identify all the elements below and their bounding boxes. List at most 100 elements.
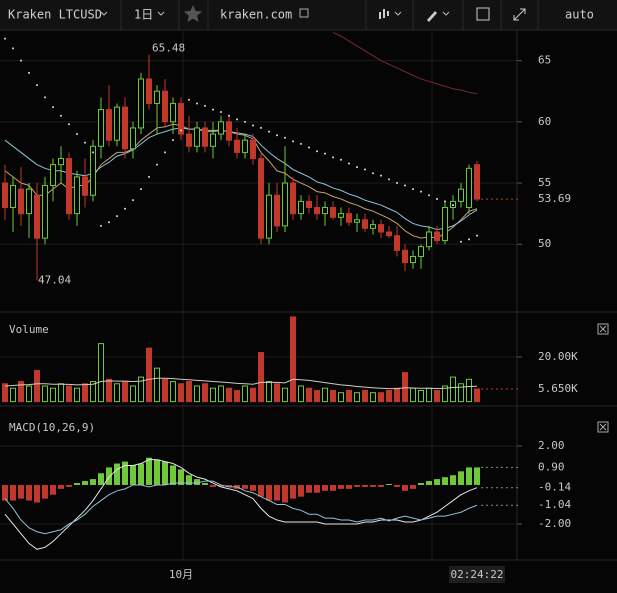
volume-bar bbox=[82, 383, 88, 403]
candle-body bbox=[146, 78, 152, 104]
histogram-bar bbox=[290, 484, 296, 499]
candle-body bbox=[66, 158, 72, 215]
symbol-selector[interactable]: Kraken LTCUSD bbox=[8, 8, 102, 22]
histogram-bar bbox=[322, 484, 328, 491]
histogram-bar bbox=[458, 471, 464, 485]
favorite-icon[interactable] bbox=[184, 5, 202, 22]
histogram-bar bbox=[170, 465, 176, 485]
histogram-bar bbox=[242, 484, 248, 489]
volume-bar bbox=[434, 389, 440, 403]
candle-body bbox=[378, 224, 384, 233]
volume-bar bbox=[426, 387, 432, 403]
candle-body bbox=[282, 182, 288, 227]
sar-dot bbox=[428, 194, 430, 197]
histogram-bar bbox=[410, 484, 416, 489]
overlay-line bbox=[332, 31, 478, 95]
y-tick-label: 55 bbox=[538, 176, 551, 189]
candle-body bbox=[218, 121, 224, 135]
candle-body bbox=[106, 109, 112, 141]
volume-bar bbox=[290, 316, 296, 403]
histogram-bar bbox=[386, 483, 392, 485]
sar-dot bbox=[476, 234, 478, 237]
histogram-bar bbox=[282, 484, 288, 503]
sar-dot bbox=[348, 162, 350, 165]
sar-dot bbox=[12, 47, 14, 50]
sar-dot bbox=[372, 172, 374, 175]
volume-bar bbox=[90, 381, 96, 403]
histogram-bar bbox=[10, 484, 16, 501]
sar-dot bbox=[388, 178, 390, 181]
candle-body bbox=[370, 224, 376, 229]
histogram-bar bbox=[66, 484, 72, 487]
candle-body bbox=[178, 102, 184, 135]
candle-body bbox=[154, 90, 160, 104]
y-tick-label: 20.00K bbox=[538, 350, 578, 363]
volume-bar bbox=[218, 385, 224, 403]
histogram-bar bbox=[154, 459, 160, 485]
candle-body bbox=[186, 133, 192, 147]
candle-body bbox=[210, 133, 216, 147]
panel-frames bbox=[0, 30, 617, 561]
volume-bar bbox=[74, 387, 80, 403]
y-tick-label: 60 bbox=[538, 115, 551, 128]
last-price-label: 53.69 bbox=[538, 192, 571, 205]
panel-close-macd[interactable] bbox=[597, 421, 609, 433]
volume-bar bbox=[58, 383, 64, 403]
candle-body bbox=[402, 249, 408, 264]
volume-bar bbox=[10, 387, 16, 403]
sar-dot bbox=[324, 152, 326, 155]
sar-dot bbox=[108, 221, 110, 224]
sar-dot bbox=[84, 141, 86, 144]
caret bbox=[157, 11, 165, 16]
interval-selector[interactable]: 1日 bbox=[134, 8, 153, 22]
sar-dot bbox=[468, 238, 470, 241]
histogram-bar bbox=[218, 484, 224, 487]
histogram-bar bbox=[330, 484, 336, 491]
sar-dot bbox=[52, 106, 54, 109]
volume-bar bbox=[226, 387, 232, 403]
candle-body bbox=[82, 176, 88, 196]
sar-dot bbox=[132, 199, 134, 202]
chart-type-icon[interactable] bbox=[379, 9, 389, 19]
histogram-bar bbox=[130, 465, 136, 485]
cursor-time-bg bbox=[449, 566, 505, 583]
y-tick-label: 2.00 bbox=[538, 439, 565, 452]
histogram-bar bbox=[362, 484, 368, 487]
sar-dot bbox=[172, 139, 174, 142]
candle-body bbox=[74, 176, 80, 215]
indicator-icon[interactable] bbox=[476, 7, 490, 21]
volume-bar bbox=[106, 378, 112, 403]
scale-mode[interactable]: auto bbox=[565, 8, 594, 22]
histogram-bar bbox=[58, 484, 64, 489]
sar-dot bbox=[268, 130, 270, 133]
volume-bar bbox=[130, 385, 136, 403]
draw-icon[interactable] bbox=[427, 11, 437, 22]
volume-bar bbox=[18, 381, 24, 403]
histogram-bar bbox=[2, 484, 8, 501]
cursor-time: 02:24:22 bbox=[451, 568, 504, 581]
volume-ma bbox=[4, 377, 478, 390]
external-icon[interactable] bbox=[299, 8, 309, 18]
sar-dot bbox=[236, 118, 238, 121]
candle-body bbox=[314, 207, 320, 215]
fullscreen-icon[interactable] bbox=[513, 8, 526, 21]
histogram-bar bbox=[18, 484, 24, 499]
histogram-bar bbox=[338, 484, 344, 489]
sar-dot bbox=[180, 129, 182, 132]
histogram-bar bbox=[306, 484, 312, 493]
sar-dot bbox=[244, 120, 246, 123]
sar-dot bbox=[412, 188, 414, 191]
sar-dot bbox=[292, 140, 294, 143]
histogram-bar bbox=[354, 484, 360, 487]
histogram-bar bbox=[274, 484, 280, 501]
volume-bar bbox=[394, 387, 400, 403]
panel-close-volume[interactable] bbox=[597, 323, 609, 335]
candle-body bbox=[426, 231, 432, 248]
candle-body bbox=[2, 182, 8, 209]
volume-bar bbox=[266, 381, 272, 403]
candle-body bbox=[386, 231, 392, 237]
volume-bar bbox=[306, 387, 312, 403]
candle-body bbox=[258, 158, 264, 239]
site-link[interactable]: kraken.com bbox=[220, 8, 292, 22]
